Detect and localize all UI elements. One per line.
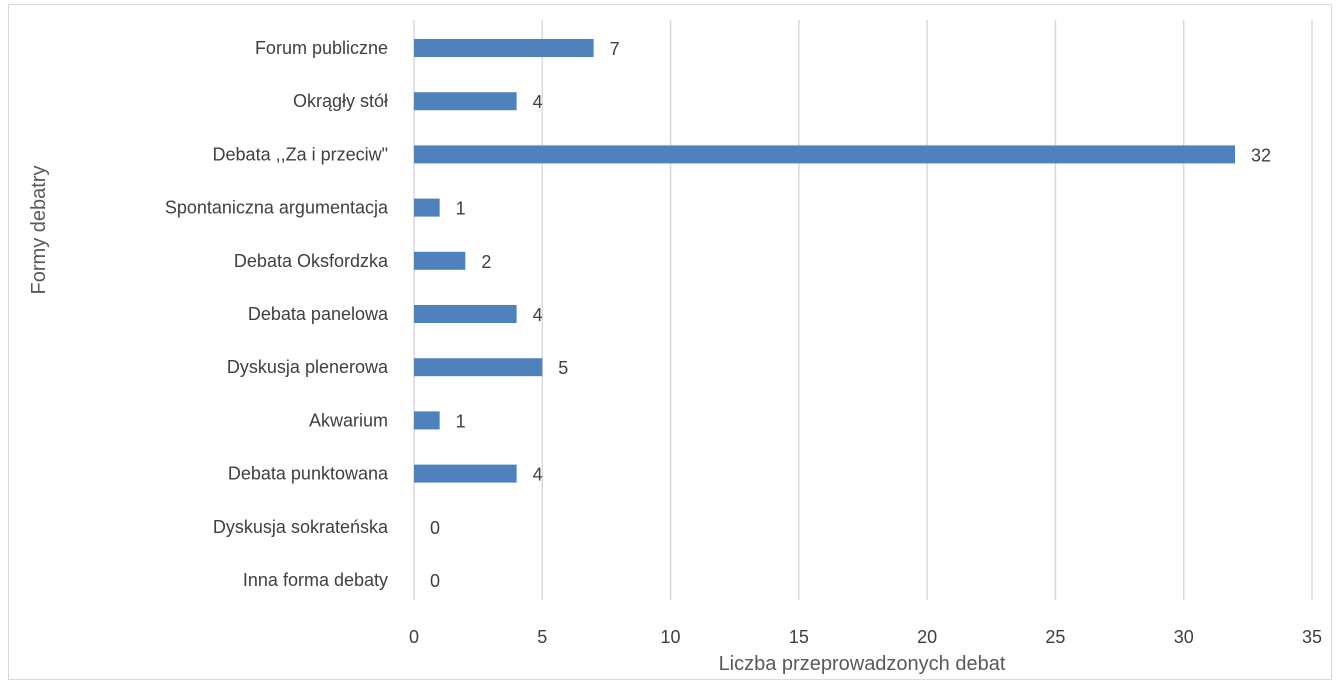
bar <box>414 305 517 323</box>
data-label: 2 <box>481 252 491 272</box>
bar <box>414 92 517 111</box>
x-tick-label: 10 <box>661 627 681 647</box>
x-tick-label: 15 <box>789 627 809 647</box>
category-label: Dyskusja sokrateńska <box>213 517 389 537</box>
bar <box>414 358 543 377</box>
data-label: 7 <box>610 39 620 59</box>
x-tick-label: 5 <box>537 627 547 647</box>
category-label: Dyskusja plenerowa <box>227 357 389 377</box>
x-tick-label: 25 <box>1045 627 1065 647</box>
category-labels: Forum publiczne Okrągły stół Debata ,,Za i… <box>165 38 389 590</box>
bar <box>414 411 440 430</box>
bar <box>414 145 1236 164</box>
x-tick-label: 30 <box>1174 627 1194 647</box>
data-label: 0 <box>430 571 440 591</box>
category-label: Debata ,,Za i przeciw" <box>213 144 388 164</box>
category-label: Okrągły stół <box>293 91 388 111</box>
category-label: Spontaniczna argumentacja <box>165 198 389 218</box>
category-label: Debata punktowana <box>228 464 389 484</box>
data-label: 4 <box>533 305 543 325</box>
gridlines <box>413 20 1313 600</box>
x-tick-label: 35 <box>1302 627 1322 647</box>
category-label: Inna forma debaty <box>243 570 388 590</box>
x-tick-labels: 0 5 10 15 20 25 30 35 <box>409 627 1322 647</box>
bar <box>414 464 517 483</box>
data-label: 1 <box>456 411 466 431</box>
x-tick-label: 0 <box>409 627 419 647</box>
data-label: 1 <box>456 199 466 219</box>
data-label: 0 <box>430 518 440 538</box>
category-label: Debata Oksfordzka <box>234 251 389 271</box>
x-axis-title: Liczba przeprowadzonych debat <box>719 653 1006 675</box>
data-label: 5 <box>558 358 568 378</box>
data-label: 4 <box>533 92 543 112</box>
bars <box>414 39 1236 483</box>
bar <box>414 198 440 217</box>
y-axis-title: Formy debatry <box>28 166 50 295</box>
bar <box>414 251 466 270</box>
category-label: Forum publiczne <box>255 38 388 58</box>
bar <box>414 39 594 57</box>
category-label: Debata panelowa <box>248 304 389 324</box>
category-label: Akwarium <box>309 410 388 430</box>
data-label: 32 <box>1251 145 1271 165</box>
data-label: 4 <box>533 465 543 485</box>
x-tick-label: 20 <box>917 627 937 647</box>
data-labels: 7 4 32 1 2 4 5 1 4 0 0 <box>430 39 1271 591</box>
